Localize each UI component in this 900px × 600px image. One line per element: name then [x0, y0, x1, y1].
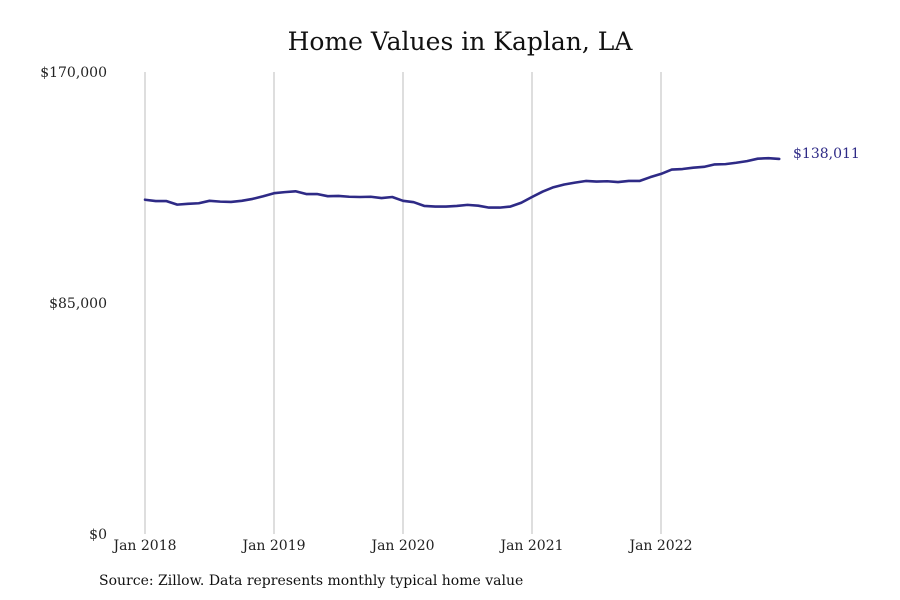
last-value-label: $138,011	[793, 146, 860, 162]
x-grid	[144, 72, 662, 534]
x-tick-label: Jan 2020	[369, 538, 434, 554]
y-tick-label: $170,000	[40, 65, 107, 81]
chart-title: Home Values in Kaplan, LA	[288, 27, 634, 56]
x-tick-label: Jan 2022	[627, 538, 692, 554]
y-axis-ticks: $0 $85,000 $170,000	[40, 65, 107, 543]
y-tick-label: $85,000	[49, 296, 107, 312]
x-tick-label: Jan 2018	[111, 538, 176, 554]
x-axis-ticks: Jan 2018 Jan 2019 Jan 2020 Jan 2021 Jan 2022	[111, 538, 692, 554]
series-line-home-value	[143, 156, 781, 209]
x-tick-label: Jan 2021	[498, 538, 563, 554]
y-tick-label: $0	[89, 527, 107, 543]
x-tick-label: Jan 2019	[240, 538, 305, 554]
source-note: Source: Zillow. Data represents monthly …	[99, 573, 523, 589]
